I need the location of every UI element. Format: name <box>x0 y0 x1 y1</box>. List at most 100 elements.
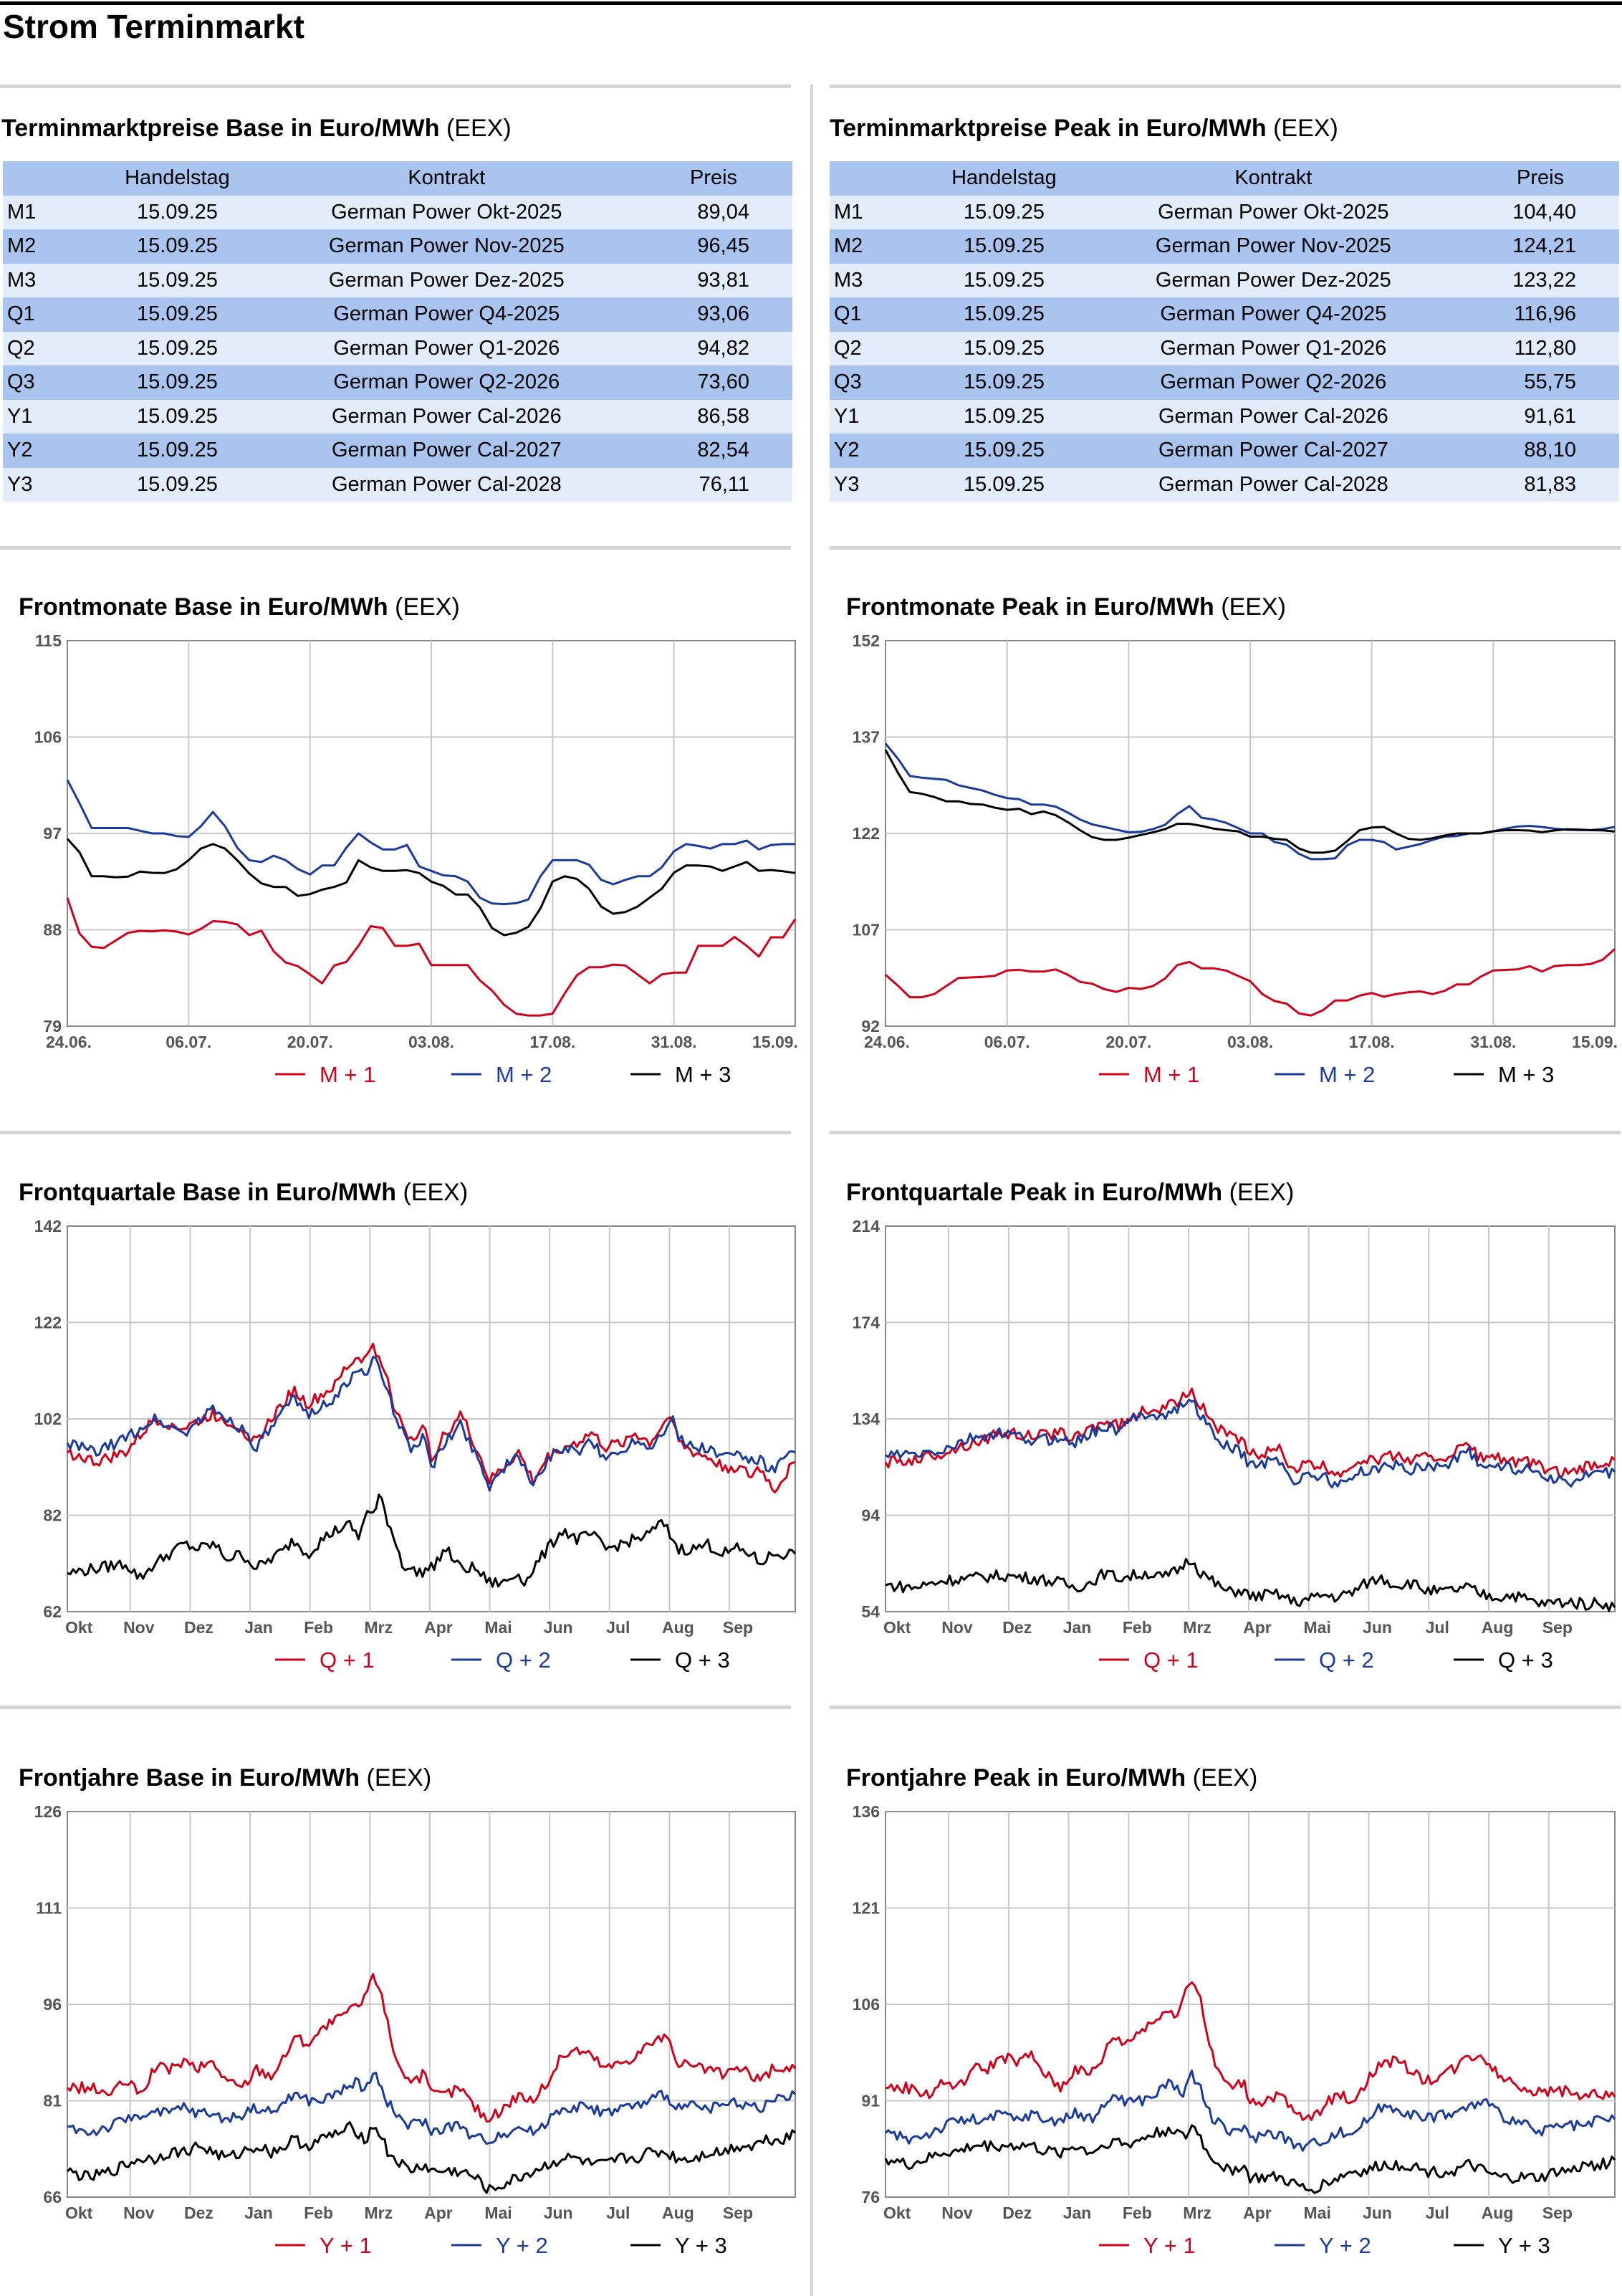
x-tick-label: Aug <box>1482 1618 1514 1637</box>
x-tick-label: Apr <box>1243 2204 1272 2222</box>
x-tick-label: 17.08. <box>1349 1033 1395 1051</box>
x-tick-label: Jul <box>606 1618 630 1637</box>
trading-date: 15.09.25 <box>964 200 1045 224</box>
legend-label-1: M + 1 <box>1143 1062 1199 1087</box>
x-tick-label: Nov <box>941 1618 973 1637</box>
series-line-3 <box>885 1557 1616 1612</box>
section-divider <box>830 1131 1621 1134</box>
x-tick-label: Mrz <box>1183 1618 1211 1637</box>
contract-name: German Power Nov-2025 <box>328 234 565 258</box>
series-line-1 <box>885 1981 1616 2121</box>
legend-label-2: M + 2 <box>496 1062 552 1087</box>
x-tick-label: Feb <box>1123 1618 1152 1637</box>
section-divider <box>830 546 1621 550</box>
contract-code: Q2 <box>7 336 35 360</box>
x-tick-label: Mrz <box>364 1618 393 1637</box>
x-tick-label: Aug <box>662 2204 694 2222</box>
contract-code: Y2 <box>7 439 33 462</box>
price-value: 94,82 <box>697 336 749 360</box>
trading-date: 15.09.25 <box>964 370 1045 394</box>
series-line-2 <box>66 779 795 906</box>
price-value: 86,58 <box>697 404 749 428</box>
series-line-1 <box>66 897 797 1017</box>
chart-title-frontmonate-peak: Frontmonate Peak in Euro/MWh (EEX) <box>846 593 1286 621</box>
contract-code: Q1 <box>7 302 35 326</box>
x-tick-label: Jan <box>244 2204 273 2222</box>
x-tick-label: 20.07. <box>287 1033 333 1051</box>
contract-code: Y3 <box>834 472 860 496</box>
x-tick-label: Feb <box>304 2204 333 2222</box>
contract-code: M1 <box>7 200 37 224</box>
x-tick-label: Feb <box>304 1618 333 1637</box>
y-tick-label: 122 <box>34 1314 62 1332</box>
price-value: 93,81 <box>697 268 749 292</box>
section-divider <box>0 1706 791 1709</box>
y-tick-label: 122 <box>853 824 880 843</box>
x-tick-label: Mai <box>484 2204 512 2222</box>
legend-label-1: M + 1 <box>320 1062 375 1087</box>
x-tick-label: 31.08. <box>1470 1033 1516 1051</box>
table-row: Q2 15.09.25 German Power Q1-2026 94,82 <box>3 331 792 365</box>
x-tick-label: Okt <box>883 1618 911 1637</box>
x-tick-label: Sep <box>723 1618 753 1637</box>
y-tick-label: 81 <box>43 2092 62 2110</box>
y-tick-label: 91 <box>861 2092 880 2110</box>
x-tick-label: Jul <box>606 2204 630 2222</box>
price-value: 96,45 <box>697 234 749 258</box>
contract-code: M2 <box>834 234 863 258</box>
y-tick-label: 88 <box>43 921 62 939</box>
base-table-title: Terminmarktpreise Base in Euro/MWh (EEX) <box>1 115 512 142</box>
trading-date: 15.09.25 <box>137 439 218 462</box>
contract-name: German Power Nov-2025 <box>1155 234 1391 258</box>
legend-label-2: Y + 2 <box>496 2233 548 2258</box>
price-value: 104,40 <box>1512 200 1576 224</box>
price-value: 124,21 <box>1512 234 1576 258</box>
x-tick-label: Jun <box>544 1618 573 1637</box>
x-tick-label: 31.08. <box>651 1033 697 1051</box>
contract-name: German Power Cal-2026 <box>331 404 562 428</box>
legend-label-3: Y + 3 <box>675 2233 727 2258</box>
series-line-2 <box>67 2072 797 2145</box>
contract-code: Y3 <box>7 472 33 496</box>
trading-date: 15.09.25 <box>137 472 218 496</box>
legend-label-3: Y + 3 <box>1498 2233 1550 2258</box>
x-tick-label: Mrz <box>1183 2204 1211 2222</box>
y-tick-label: 214 <box>853 1217 880 1235</box>
contract-code: M2 <box>7 234 37 258</box>
x-tick-label: Mrz <box>364 2204 393 2222</box>
contract-name: German Power Okt-2025 <box>331 200 562 224</box>
x-tick-label: Jun <box>1363 1618 1392 1637</box>
price-value: 81,83 <box>1524 472 1576 496</box>
contract-name: German Power Cal-2028 <box>331 472 562 496</box>
x-tick-label: 20.07. <box>1105 1033 1151 1051</box>
column-header-kontrakt: Kontrakt <box>1234 166 1313 190</box>
contract-name: German Power Cal-2028 <box>1158 472 1388 496</box>
x-tick-label: Sep <box>1542 1618 1573 1637</box>
contract-name: German Power Q2-2026 <box>1160 370 1387 394</box>
trading-date: 15.09.25 <box>137 336 218 360</box>
contract-code: Q1 <box>834 302 862 326</box>
contract-code: Y1 <box>834 404 860 428</box>
x-tick-label: Okt <box>65 2204 93 2222</box>
table-row: M2 15.09.25 German Power Nov-2025 124,21 <box>830 229 1619 264</box>
y-tick-label: 97 <box>43 824 62 843</box>
legend-label-1: Q + 1 <box>1143 1647 1199 1673</box>
contract-name: German Power Cal-2027 <box>331 439 562 462</box>
y-tick-label: 94 <box>861 1506 880 1525</box>
trading-date: 15.09.25 <box>964 268 1045 292</box>
contract-code: M3 <box>834 268 863 292</box>
x-tick-label: Mai <box>1304 1618 1331 1637</box>
contract-name: German Power Q4-2025 <box>333 302 560 326</box>
table-row: M3 15.09.25 German Power Dez-2025 123,22 <box>830 263 1619 297</box>
table-row: M3 15.09.25 German Power Dez-2025 93,81 <box>3 263 792 297</box>
series-line-2 <box>885 1398 1616 1489</box>
trading-date: 15.09.25 <box>137 200 218 224</box>
x-tick-label: Jan <box>1063 1618 1092 1637</box>
y-tick-label: 92 <box>861 1017 880 1035</box>
contract-code: Q3 <box>7 370 35 394</box>
x-tick-label: 03.08. <box>408 1033 454 1051</box>
contract-name: German Power Q2-2026 <box>333 370 560 394</box>
